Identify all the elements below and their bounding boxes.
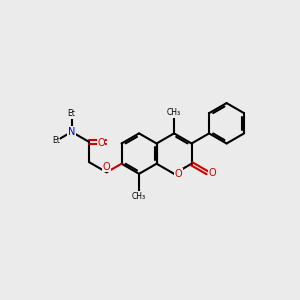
Text: Et: Et bbox=[68, 109, 76, 118]
Text: O: O bbox=[97, 139, 105, 148]
Text: O: O bbox=[103, 162, 110, 172]
Text: O: O bbox=[175, 169, 182, 179]
Text: CH₃: CH₃ bbox=[167, 108, 181, 117]
Text: N: N bbox=[68, 127, 75, 137]
Text: CH₃: CH₃ bbox=[132, 192, 146, 201]
Text: O: O bbox=[209, 168, 217, 178]
Text: Et: Et bbox=[52, 136, 60, 146]
